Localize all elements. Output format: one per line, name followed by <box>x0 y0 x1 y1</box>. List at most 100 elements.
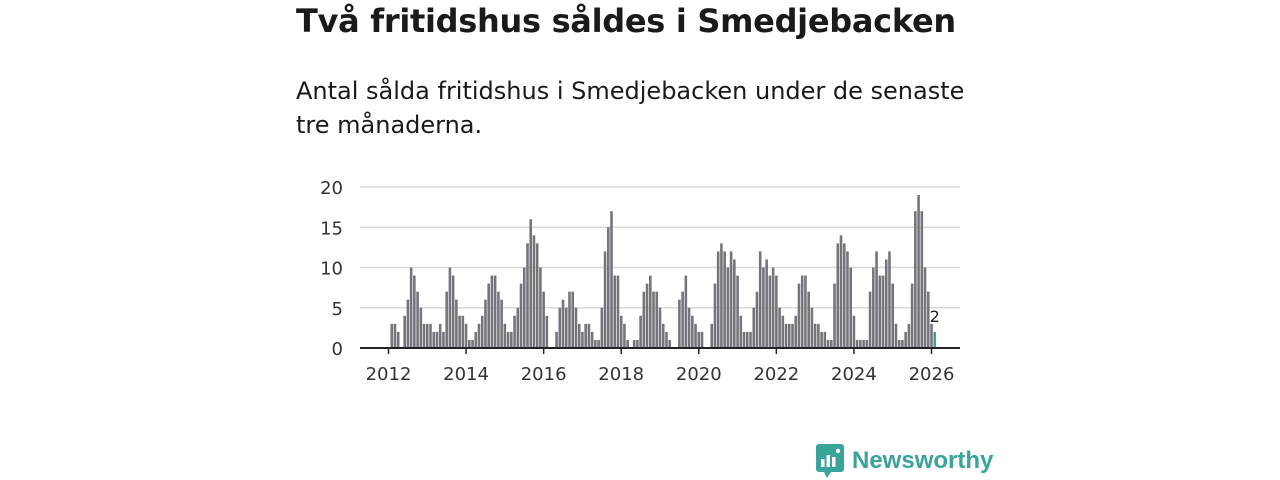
y-tick-label: 5 <box>332 299 343 320</box>
x-tick-label: 2014 <box>443 364 489 385</box>
bar <box>597 339 600 348</box>
bar <box>833 283 836 348</box>
bar <box>419 307 423 348</box>
bar <box>710 323 714 348</box>
bar <box>577 323 581 348</box>
bar <box>849 267 852 348</box>
bar <box>836 243 840 348</box>
bar <box>729 251 733 348</box>
bar <box>787 323 791 348</box>
bar <box>535 243 539 348</box>
bar <box>768 275 772 348</box>
bar <box>539 267 542 348</box>
bar <box>749 331 752 348</box>
bar <box>626 339 629 348</box>
bar <box>529 219 533 348</box>
bar <box>600 307 604 348</box>
bar <box>855 339 859 348</box>
bar <box>645 283 649 348</box>
bar <box>455 299 458 348</box>
bar <box>458 315 461 348</box>
x-tick-label: 2022 <box>753 364 799 385</box>
bar <box>878 275 882 348</box>
bar <box>606 227 610 348</box>
bar <box>888 251 891 348</box>
bar <box>917 195 920 348</box>
bar <box>487 283 490 348</box>
bar <box>694 323 697 348</box>
bar <box>390 323 394 348</box>
bar <box>881 275 885 348</box>
bar <box>723 251 726 348</box>
bar <box>603 251 607 348</box>
bar <box>639 315 642 348</box>
bar <box>933 331 937 348</box>
bar <box>875 251 878 348</box>
bar <box>461 315 465 348</box>
bar <box>448 267 452 348</box>
bar <box>642 291 646 348</box>
bar <box>568 291 571 348</box>
x-tick-label: 2020 <box>676 364 722 385</box>
bar <box>784 323 788 348</box>
bar <box>846 251 849 348</box>
bar <box>817 323 820 348</box>
bar <box>542 291 545 348</box>
grid-lines <box>360 186 960 309</box>
bar <box>775 275 778 348</box>
bar <box>823 331 827 348</box>
y-tick-label: 10 <box>320 259 343 280</box>
bar <box>587 323 591 348</box>
bar <box>497 291 500 348</box>
bar <box>920 211 924 348</box>
bar <box>652 291 655 348</box>
bar <box>684 275 688 348</box>
bar <box>574 307 578 348</box>
bar <box>904 331 907 348</box>
bar <box>561 299 565 348</box>
bar <box>516 307 520 348</box>
bar <box>661 323 665 348</box>
bar <box>771 267 775 348</box>
y-tick-label: 20 <box>320 178 343 199</box>
bar <box>406 299 410 348</box>
bar <box>610 211 613 348</box>
bar <box>804 275 807 348</box>
bar <box>668 339 671 348</box>
brand-logo: Newsworthy <box>816 444 993 478</box>
bar <box>739 315 743 348</box>
bar <box>720 243 723 348</box>
bar <box>584 323 587 348</box>
x-tick-label: 2026 <box>909 364 955 385</box>
y-axis-ticks: 0 5 10 15 20 <box>320 178 343 360</box>
x-tick-label: 2012 <box>366 364 412 385</box>
bar <box>726 267 730 348</box>
bar <box>862 339 865 348</box>
bar <box>852 315 856 348</box>
bar <box>894 323 898 348</box>
bar <box>429 323 432 348</box>
bar <box>839 235 843 348</box>
bar <box>865 339 869 348</box>
bar <box>438 323 442 348</box>
bar <box>716 251 720 348</box>
x-tick-label: 2016 <box>521 364 567 385</box>
bar <box>842 243 846 348</box>
bar <box>442 331 445 348</box>
bar <box>697 331 701 348</box>
bar <box>490 275 494 348</box>
bar <box>413 275 416 348</box>
bar <box>665 331 668 348</box>
bar <box>810 307 814 348</box>
bar <box>484 299 487 348</box>
bar <box>813 323 817 348</box>
bar <box>594 339 597 348</box>
bar <box>445 291 448 348</box>
bar <box>616 275 620 348</box>
bar <box>687 307 691 348</box>
brand-name: Newsworthy <box>852 447 994 474</box>
bar <box>519 283 523 348</box>
bar <box>745 331 749 348</box>
bar <box>510 331 513 348</box>
